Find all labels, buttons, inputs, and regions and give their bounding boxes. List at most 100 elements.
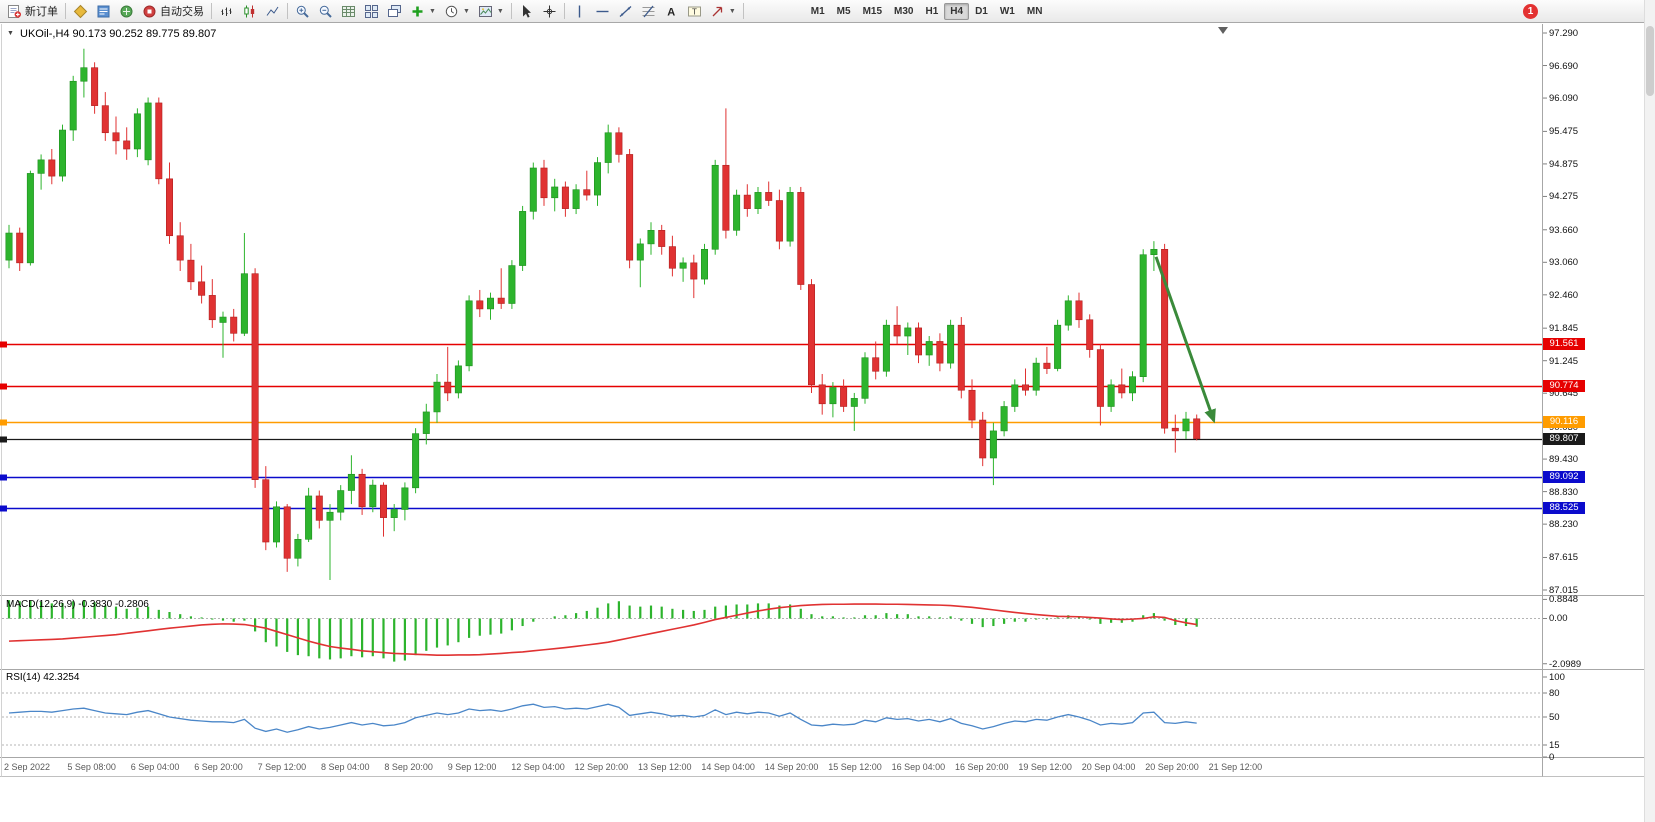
bar-chart-button[interactable] bbox=[215, 2, 238, 21]
macd-indicator-label: MACD(12,26,9) -0.3830 -0.2806 bbox=[6, 599, 149, 610]
tf-h1-button[interactable]: H1 bbox=[925, 5, 939, 17]
candle-body bbox=[390, 509, 398, 518]
candle-body bbox=[58, 129, 66, 177]
new-order-label: 新订单 bbox=[25, 6, 58, 18]
candle-body bbox=[775, 200, 783, 242]
crosshair-button[interactable] bbox=[538, 2, 561, 21]
notification-badge[interactable]: 1 bbox=[1523, 4, 1538, 19]
candle-body bbox=[540, 167, 548, 199]
candle-body bbox=[551, 186, 559, 199]
chart-shift-marker[interactable] bbox=[1218, 27, 1228, 34]
candle-body bbox=[326, 511, 334, 521]
time-axis-label: 6 Sep 20:00 bbox=[194, 762, 243, 772]
zoom-in-button[interactable] bbox=[291, 2, 314, 21]
vertical-line-icon bbox=[578, 5, 581, 17]
fibonacci-button[interactable] bbox=[637, 2, 660, 21]
tf-m15-button[interactable]: M15 bbox=[862, 5, 883, 17]
candle-body bbox=[722, 164, 730, 231]
horizontal-line-button[interactable] bbox=[591, 2, 614, 21]
candle-body bbox=[133, 113, 141, 150]
grid-button[interactable] bbox=[337, 2, 360, 21]
hline-left-marker[interactable] bbox=[0, 474, 7, 481]
text-label-icon: T bbox=[687, 6, 701, 16]
price-axis-label: 96.690 bbox=[1549, 60, 1579, 72]
periods-menu-button[interactable]: ▼ bbox=[440, 2, 474, 21]
hline-left-marker[interactable] bbox=[0, 419, 7, 426]
candle-body bbox=[208, 295, 216, 321]
candle-body bbox=[893, 324, 901, 337]
candle-body bbox=[91, 67, 99, 106]
tf-m5-button[interactable]: M5 bbox=[836, 5, 851, 17]
candle-body bbox=[733, 194, 741, 231]
candle-body bbox=[700, 248, 708, 280]
candle-body bbox=[1139, 254, 1147, 377]
candle-body bbox=[1086, 319, 1094, 350]
hline-left-marker[interactable] bbox=[0, 505, 7, 512]
tf-w1-button[interactable]: W1 bbox=[999, 5, 1015, 17]
zoom-out-button[interactable] bbox=[314, 2, 337, 21]
time-axis-label: 9 Sep 12:00 bbox=[447, 762, 497, 772]
line-chart-button[interactable] bbox=[261, 2, 284, 21]
tf-h4-button[interactable]: H4 bbox=[944, 2, 970, 20]
candle-body bbox=[840, 387, 848, 407]
cascade-windows-button[interactable] bbox=[383, 2, 406, 21]
indicators-menu-button[interactable]: ▼ bbox=[406, 2, 440, 21]
candle-body bbox=[861, 357, 869, 399]
candle-body bbox=[294, 539, 302, 559]
cursor-icon bbox=[522, 4, 531, 18]
trend-arrow-annotation[interactable] bbox=[1154, 256, 1216, 424]
time-axis-label: 16 Sep 04:00 bbox=[891, 762, 946, 772]
chart-dropdown-caret[interactable]: ▼ bbox=[7, 30, 14, 37]
candle-body bbox=[1021, 384, 1029, 391]
candle-body bbox=[358, 473, 366, 508]
tf-mn-button[interactable]: MN bbox=[1026, 5, 1043, 17]
market-watch-button[interactable] bbox=[69, 2, 92, 21]
macd-axis-label: 0.00 bbox=[1549, 613, 1568, 625]
text-button[interactable]: A bbox=[660, 2, 683, 21]
candle-body bbox=[957, 324, 965, 391]
arrows-menu-button[interactable]: ▼ bbox=[706, 2, 740, 21]
candle-body bbox=[979, 419, 987, 459]
candle-body bbox=[1171, 427, 1179, 432]
candle-body bbox=[112, 132, 120, 142]
candlestick-chart-button[interactable] bbox=[238, 2, 261, 21]
candle-body bbox=[305, 495, 313, 540]
tile-windows-button[interactable] bbox=[360, 2, 383, 21]
cursor-button[interactable] bbox=[515, 2, 538, 21]
tf-d1-button[interactable]: D1 bbox=[975, 5, 988, 17]
data-window-button[interactable] bbox=[92, 2, 115, 21]
tf-m1-button[interactable]: M1 bbox=[810, 5, 825, 17]
scrollbar-thumb[interactable] bbox=[1646, 26, 1654, 96]
vertical-scrollbar[interactable] bbox=[1644, 0, 1655, 822]
price-axis-label: 90.645 bbox=[1549, 388, 1579, 400]
price-axis-label: 88.230 bbox=[1549, 519, 1579, 531]
toolbar-separator bbox=[211, 3, 212, 19]
new-order-button[interactable]: 新订单 bbox=[3, 1, 62, 21]
candlestick-chart-icon bbox=[244, 5, 255, 17]
candle-body bbox=[583, 189, 591, 196]
candle-body bbox=[989, 430, 997, 459]
trendline-button[interactable] bbox=[614, 2, 637, 21]
vertical-line-button[interactable] bbox=[568, 2, 591, 21]
text-label-button[interactable]: T bbox=[683, 2, 706, 21]
hline-left-marker[interactable] bbox=[0, 436, 7, 443]
candle-body bbox=[925, 341, 933, 356]
time-axis-label: 20 Sep 04:00 bbox=[1081, 762, 1136, 772]
market-watch-icon bbox=[73, 4, 88, 18]
candle-body bbox=[283, 506, 291, 559]
chevron-down-icon: ▼ bbox=[496, 7, 504, 15]
auto-trading-button[interactable]: 自动交易 bbox=[138, 1, 208, 21]
crosshair-icon bbox=[543, 5, 556, 17]
indicators-icon bbox=[412, 6, 423, 16]
price-axis-label: 96.090 bbox=[1549, 93, 1579, 105]
tf-m30-button[interactable]: M30 bbox=[894, 5, 914, 17]
hline-left-marker[interactable] bbox=[0, 383, 7, 390]
hline-left-marker[interactable] bbox=[0, 341, 7, 348]
candle-body bbox=[818, 384, 826, 405]
navigator-button[interactable] bbox=[115, 2, 138, 21]
toolbar-separator bbox=[563, 3, 565, 19]
candle-body bbox=[947, 324, 955, 364]
candle-body bbox=[155, 102, 163, 180]
templates-menu-button[interactable]: ▼ bbox=[474, 2, 508, 21]
